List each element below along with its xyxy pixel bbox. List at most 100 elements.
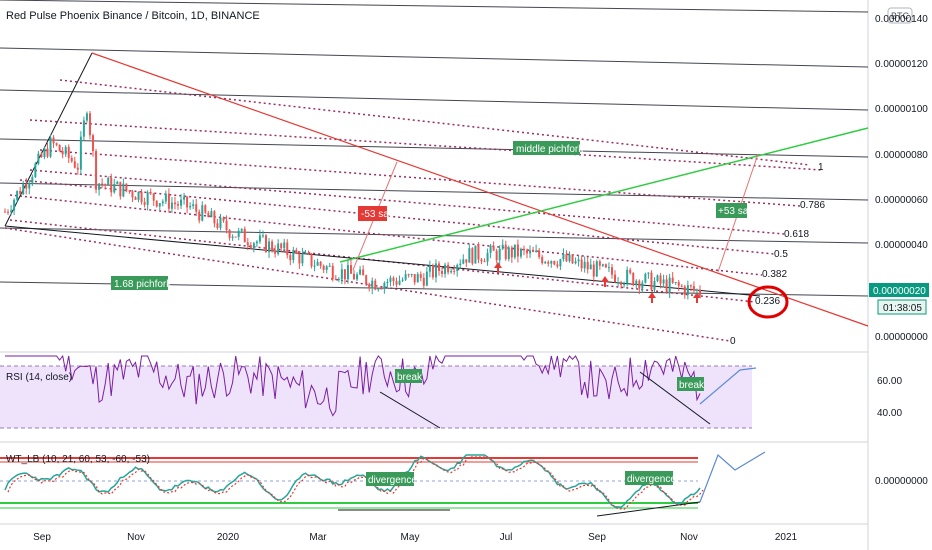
fib-level-label: 0.618 xyxy=(784,229,809,240)
plus53-label: +53 sat xyxy=(718,206,751,217)
pitchfork-handle xyxy=(4,52,93,227)
candle-body xyxy=(210,211,213,218)
divergence2-label: divergence xyxy=(627,474,676,485)
candle-body xyxy=(201,205,204,221)
candle-body xyxy=(289,255,292,261)
candle-body xyxy=(586,261,589,270)
candle-body xyxy=(64,147,67,155)
candle-body xyxy=(495,250,498,261)
plus53-box[interactable] xyxy=(716,203,747,218)
candle-body xyxy=(340,269,343,279)
candle-body xyxy=(680,285,683,287)
candle-body xyxy=(489,245,492,253)
currency-badge[interactable] xyxy=(887,7,913,24)
candle-body xyxy=(37,153,40,164)
time-tick: Nov xyxy=(127,532,145,543)
currency-badge-label: BTC xyxy=(891,11,910,21)
candle-body xyxy=(119,181,122,197)
candle-body xyxy=(261,235,264,237)
candle-body xyxy=(173,202,176,205)
minus53-box[interactable] xyxy=(358,206,387,221)
middle-pichfork-box[interactable] xyxy=(513,141,580,155)
candle-body xyxy=(277,243,280,254)
candle-body xyxy=(544,261,547,264)
candle-body xyxy=(592,264,595,277)
divergence2-box[interactable] xyxy=(625,471,673,485)
candle-body xyxy=(614,274,617,283)
divergence1-label: divergence xyxy=(368,475,417,486)
candle-body xyxy=(437,263,440,271)
candle-body xyxy=(55,143,58,145)
candle-body xyxy=(149,192,152,194)
candle-body xyxy=(161,201,164,204)
candle-body xyxy=(629,269,632,273)
candle-body xyxy=(228,230,231,238)
break2-box[interactable] xyxy=(677,377,704,391)
fib-level-label: 1 xyxy=(818,162,824,173)
candle-body xyxy=(568,254,571,262)
candle-body xyxy=(110,177,113,193)
candle-body xyxy=(695,289,698,291)
candle-body xyxy=(164,193,167,202)
candle-body xyxy=(595,261,598,277)
candle-body xyxy=(4,211,6,213)
price-axis-area[interactable] xyxy=(868,0,932,550)
candle-body xyxy=(471,248,474,264)
candle-body xyxy=(689,285,692,287)
candle-body xyxy=(349,265,352,274)
candle-body xyxy=(198,211,201,221)
trend-line-5 xyxy=(0,227,869,244)
rsi-break-trendline-1 xyxy=(379,391,441,429)
candle-body xyxy=(170,202,173,209)
main-pane[interactable] xyxy=(0,0,868,352)
candle-body xyxy=(113,184,116,193)
candle-body xyxy=(125,183,128,191)
candle-body xyxy=(7,211,10,213)
divergence1-box[interactable] xyxy=(366,472,414,486)
candle-body xyxy=(346,265,349,280)
candle-body xyxy=(67,147,70,158)
pichfork-168-box[interactable] xyxy=(111,276,168,290)
candle-body xyxy=(522,248,525,251)
candle-body xyxy=(283,242,286,249)
time-tick: Sep xyxy=(33,532,51,543)
current-price-value: 0.00000020 xyxy=(873,286,926,297)
candle-body xyxy=(635,280,638,286)
candle-body xyxy=(13,199,16,211)
symbol-title: Red Pulse Phoenix Binance / Bitcoin, 1D,… xyxy=(6,10,260,22)
candle-body xyxy=(353,273,356,280)
up-arrow-marker-0 xyxy=(494,262,502,268)
price-tick: 0.00000140 xyxy=(875,14,928,25)
up-arrow-marker-2 xyxy=(648,292,656,298)
candle-body xyxy=(674,282,677,284)
time-tick: Jul xyxy=(500,532,513,543)
candle-body xyxy=(692,286,695,291)
candle-body xyxy=(407,274,410,276)
candle-body xyxy=(19,190,22,195)
pichfork-168-label: 1.68 pichfork xyxy=(114,279,172,290)
candle-body xyxy=(25,183,28,189)
break2-label: break xyxy=(679,380,705,391)
candle-body xyxy=(671,277,674,283)
trend-line-2 xyxy=(0,89,869,111)
candle-body xyxy=(328,265,331,267)
candle-body xyxy=(88,113,91,136)
candle-body xyxy=(565,254,568,262)
candle-body xyxy=(258,235,261,242)
break1-box[interactable] xyxy=(395,369,422,383)
candle-body xyxy=(468,248,471,263)
price-tick: 0.00000080 xyxy=(875,150,928,161)
candle-body xyxy=(167,193,170,209)
candle-body xyxy=(529,250,532,254)
candle-body xyxy=(462,259,465,264)
candle-body xyxy=(598,261,601,266)
price-tick: 0.00000040 xyxy=(875,240,928,251)
candle-body xyxy=(677,282,680,286)
candle-body xyxy=(231,236,234,238)
candle-body xyxy=(580,259,583,269)
candle-body xyxy=(617,281,620,283)
candle-body xyxy=(562,254,565,260)
price-tick: 0.00000060 xyxy=(875,195,928,206)
candle-body xyxy=(699,289,701,296)
